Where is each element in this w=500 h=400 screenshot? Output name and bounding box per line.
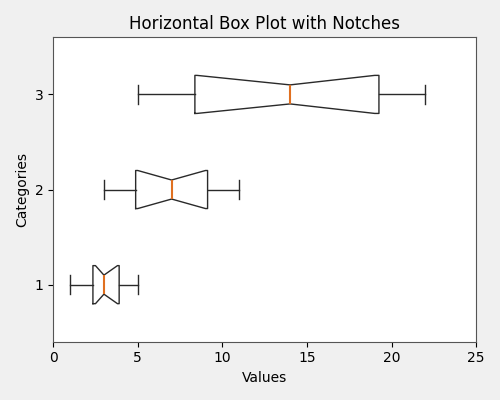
Title: Horizontal Box Plot with Notches: Horizontal Box Plot with Notches bbox=[129, 15, 400, 33]
Y-axis label: Categories: Categories bbox=[15, 152, 29, 227]
X-axis label: Values: Values bbox=[242, 371, 288, 385]
